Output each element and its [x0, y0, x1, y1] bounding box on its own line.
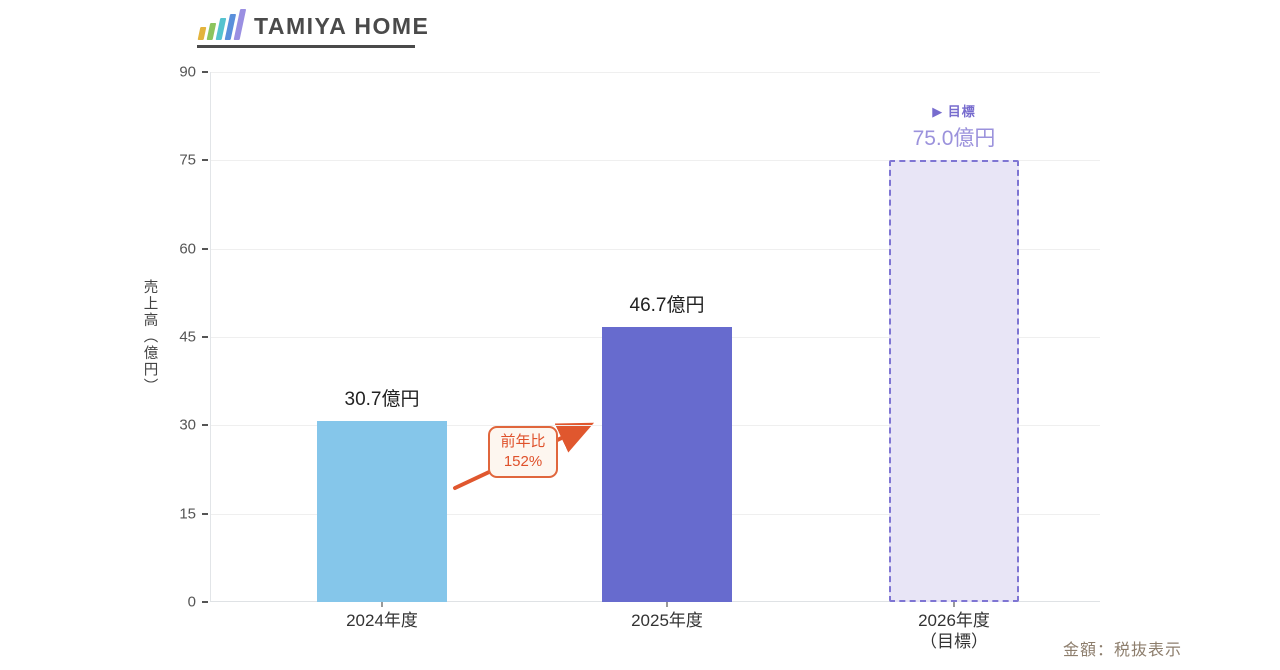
brand-logo: TAMIYA HOME	[197, 8, 429, 40]
revenue-bar-chart: 前年比 152% 0 15 30 45 60 75 90 30.7億円 2024年度 46.7億円…	[179, 64, 1100, 651]
y-tick-mark	[202, 601, 208, 603]
y-tick-label: 60	[179, 240, 196, 258]
logo-bar	[197, 27, 207, 40]
y-tick-label: 90	[179, 63, 196, 81]
x-tick-mark	[666, 602, 668, 607]
yoy-annotation-line2: 152%	[503, 453, 543, 470]
bar-2026年度	[889, 160, 1019, 602]
y-tick-label: 15	[179, 505, 196, 523]
gridline	[211, 160, 1100, 162]
bar-2024年度	[317, 421, 447, 602]
bar-value-label: 30.7億円	[344, 389, 420, 411]
logo-underline	[197, 45, 415, 48]
y-axis-title: 売上高（億円）	[141, 279, 158, 395]
brand-header: TAMIYA HOME	[197, 8, 429, 48]
rising-bars-logo-icon	[194, 8, 247, 40]
yoy-annotation-line1: 前年比	[500, 432, 546, 450]
x-tick-mark	[381, 602, 383, 607]
y-tick-mark	[202, 71, 208, 73]
target-tag: ▶ 目標	[932, 104, 976, 120]
y-tick-label: 75	[179, 151, 196, 169]
gridline	[211, 248, 1100, 250]
tax-note: 金額：税抜表示	[1062, 642, 1182, 659]
x-category-label: 2024年度	[346, 611, 418, 630]
brand-name: TAMIYA HOME	[254, 13, 430, 39]
y-tick-label: 45	[179, 328, 196, 346]
y-axis-line	[210, 72, 211, 602]
bar-value-label: 75.0億円	[912, 127, 996, 151]
gridline	[211, 72, 1100, 73]
x-category-label: 2026年度 （目標）	[918, 611, 990, 652]
yoy-annotation: 前年比 152%	[488, 426, 558, 478]
logo-bar	[206, 22, 217, 40]
y-tick-mark	[202, 512, 208, 515]
x-category-label: 2025年度	[631, 611, 703, 630]
x-tick-mark	[953, 602, 955, 607]
y-tick-mark	[202, 424, 208, 427]
y-tick-label: 0	[187, 593, 196, 611]
y-tick-mark	[202, 336, 208, 338]
y-tick-mark	[202, 247, 208, 250]
bar-value-label: 46.7億円	[629, 295, 705, 316]
y-tick-label: 30	[179, 416, 196, 434]
bar-2025年度	[602, 327, 732, 602]
y-tick-mark	[202, 159, 208, 162]
